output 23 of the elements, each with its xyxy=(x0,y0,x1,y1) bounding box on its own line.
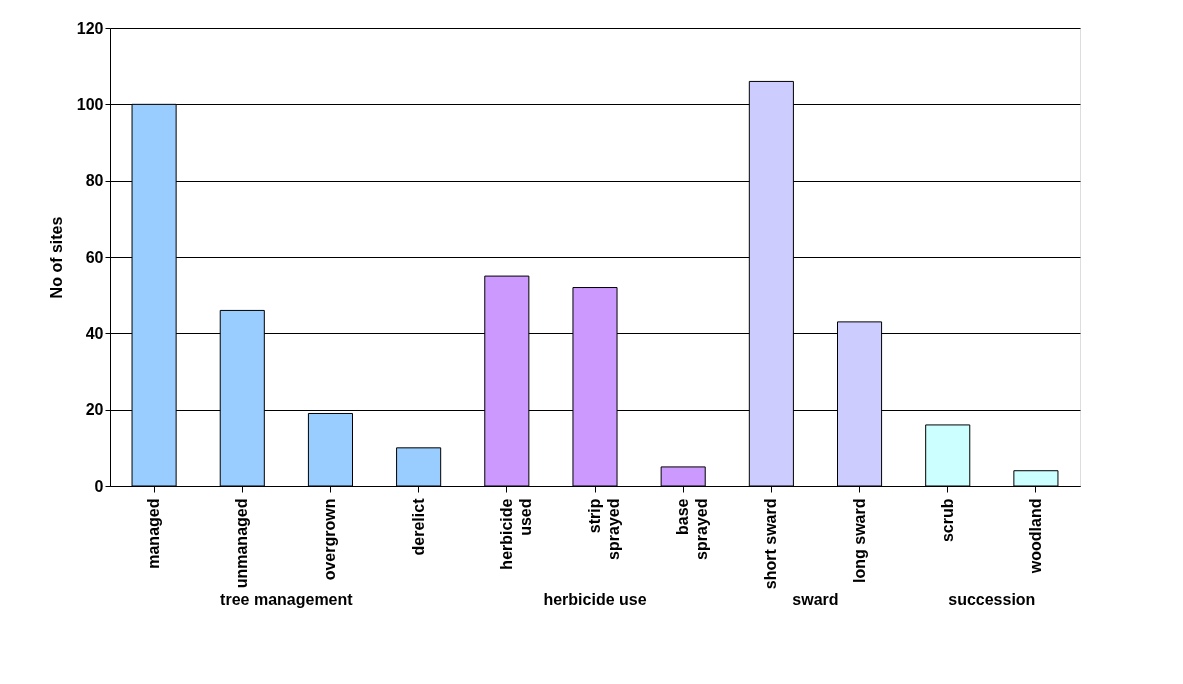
x-tick-label: strip sprayed xyxy=(586,498,622,560)
y-axis-title: No of sites xyxy=(47,216,65,299)
x-tick-label: overgrown xyxy=(321,498,339,581)
y-tick-label: 120 xyxy=(76,19,104,37)
y-tick-label: 80 xyxy=(85,172,104,190)
x-tick-label: long sward xyxy=(850,498,868,583)
text: herbicide use xyxy=(543,591,647,608)
x-tick-label: base sprayed xyxy=(674,498,711,560)
y-tick-label: 20 xyxy=(85,401,104,419)
y-tick-label: 100 xyxy=(76,95,104,113)
x-tick-label: woodland xyxy=(1026,498,1044,575)
x-tick-label: short sward xyxy=(762,498,780,590)
x-tick-label: unmanaged xyxy=(233,498,251,589)
y-tick-label: 60 xyxy=(85,248,104,266)
text: succession xyxy=(948,591,1036,608)
x-tick-label: managed xyxy=(145,498,163,569)
text: sward xyxy=(792,591,839,608)
text: tree management xyxy=(220,591,354,608)
x-tick-label: herbicide used xyxy=(497,498,534,570)
y-tick-label: 40 xyxy=(85,324,104,342)
y-tick-label: 0 xyxy=(94,477,104,495)
x-tick-label: derelict xyxy=(409,497,427,556)
x-tick-label: scrub xyxy=(938,498,956,543)
